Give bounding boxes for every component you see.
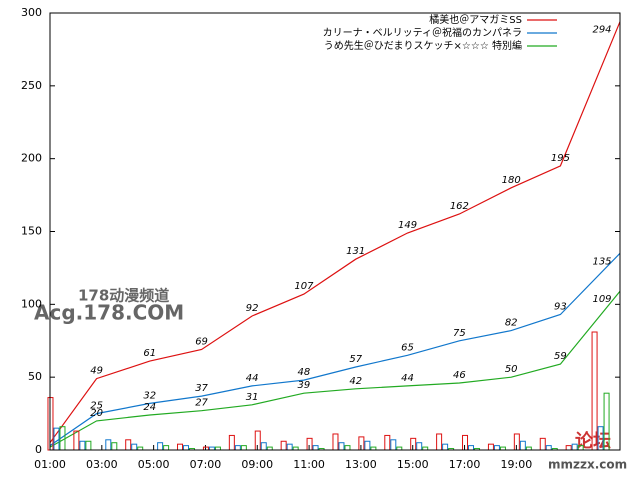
point-label: 48 bbox=[298, 367, 311, 378]
point-label: 69 bbox=[195, 336, 208, 347]
point-label: 59 bbox=[554, 351, 567, 362]
point-label: 107 bbox=[294, 281, 314, 292]
point-label: 20 bbox=[90, 408, 103, 419]
point-label: 39 bbox=[298, 380, 311, 391]
point-label: 149 bbox=[398, 220, 417, 231]
y-tick-label: 50 bbox=[28, 370, 42, 383]
watermark: 论坛 bbox=[575, 430, 611, 452]
x-tick-label: 19:00 bbox=[501, 458, 533, 471]
series-line bbox=[49, 252, 621, 447]
watermark: Acg.178.COM bbox=[34, 301, 184, 325]
point-label: 46 bbox=[453, 370, 466, 381]
legend-label: カリーナ・ベルリッティ＠祝福のカンパネラ bbox=[323, 26, 522, 39]
point-label: 294 bbox=[592, 25, 611, 36]
point-label: 31 bbox=[246, 392, 259, 403]
series-line bbox=[49, 21, 621, 444]
watermark: 178动漫频道 bbox=[78, 287, 169, 305]
x-tick-label: 07:00 bbox=[190, 458, 222, 471]
series-line bbox=[49, 290, 621, 448]
point-label: 57 bbox=[349, 354, 362, 365]
point-label: 24 bbox=[143, 402, 156, 413]
point-label: 61 bbox=[143, 348, 156, 359]
point-label: 42 bbox=[349, 376, 362, 387]
y-tick-label: 250 bbox=[21, 79, 42, 92]
watermark: mmzzx.com bbox=[548, 458, 627, 472]
point-label: 131 bbox=[346, 246, 365, 257]
x-tick-label: 17:00 bbox=[449, 458, 481, 471]
point-label: 49 bbox=[90, 366, 103, 377]
legend-label: 橘美也＠アマガミSS bbox=[429, 13, 522, 26]
y-tick-label: 100 bbox=[21, 297, 42, 310]
y-tick-label: 0 bbox=[35, 443, 42, 456]
point-label: 135 bbox=[592, 256, 611, 267]
point-label: 32 bbox=[143, 390, 156, 401]
x-tick-label: 09:00 bbox=[241, 458, 273, 471]
point-label: 93 bbox=[554, 302, 567, 313]
point-label: 92 bbox=[246, 303, 259, 314]
point-label: 195 bbox=[551, 153, 570, 164]
legend-label: うめ先生＠ひだまりスケッチ×☆☆☆ 特別編 bbox=[324, 39, 522, 52]
point-label: 162 bbox=[450, 201, 469, 212]
y-tick-label: 200 bbox=[21, 152, 42, 165]
point-label: 82 bbox=[505, 318, 518, 329]
y-tick-label: 300 bbox=[21, 6, 42, 19]
point-label: 37 bbox=[195, 383, 208, 394]
x-tick-label: 03:00 bbox=[86, 458, 118, 471]
x-tick-label: 13:00 bbox=[345, 458, 377, 471]
point-label: 44 bbox=[246, 373, 259, 384]
x-tick-label: 11:00 bbox=[293, 458, 325, 471]
point-label: 44 bbox=[401, 373, 414, 384]
point-label: 75 bbox=[453, 328, 466, 339]
x-tick-label: 05:00 bbox=[138, 458, 170, 471]
point-label: 27 bbox=[195, 398, 208, 409]
y-tick-label: 150 bbox=[21, 225, 42, 238]
x-tick-label: 15:00 bbox=[397, 458, 429, 471]
plot-frame bbox=[49, 12, 621, 451]
point-label: 25 bbox=[90, 401, 103, 412]
point-label: 50 bbox=[505, 364, 518, 375]
x-tick-label: 01:00 bbox=[34, 458, 66, 471]
point-label: 109 bbox=[592, 294, 611, 305]
point-label: 65 bbox=[401, 342, 414, 353]
point-label: 180 bbox=[502, 175, 521, 186]
